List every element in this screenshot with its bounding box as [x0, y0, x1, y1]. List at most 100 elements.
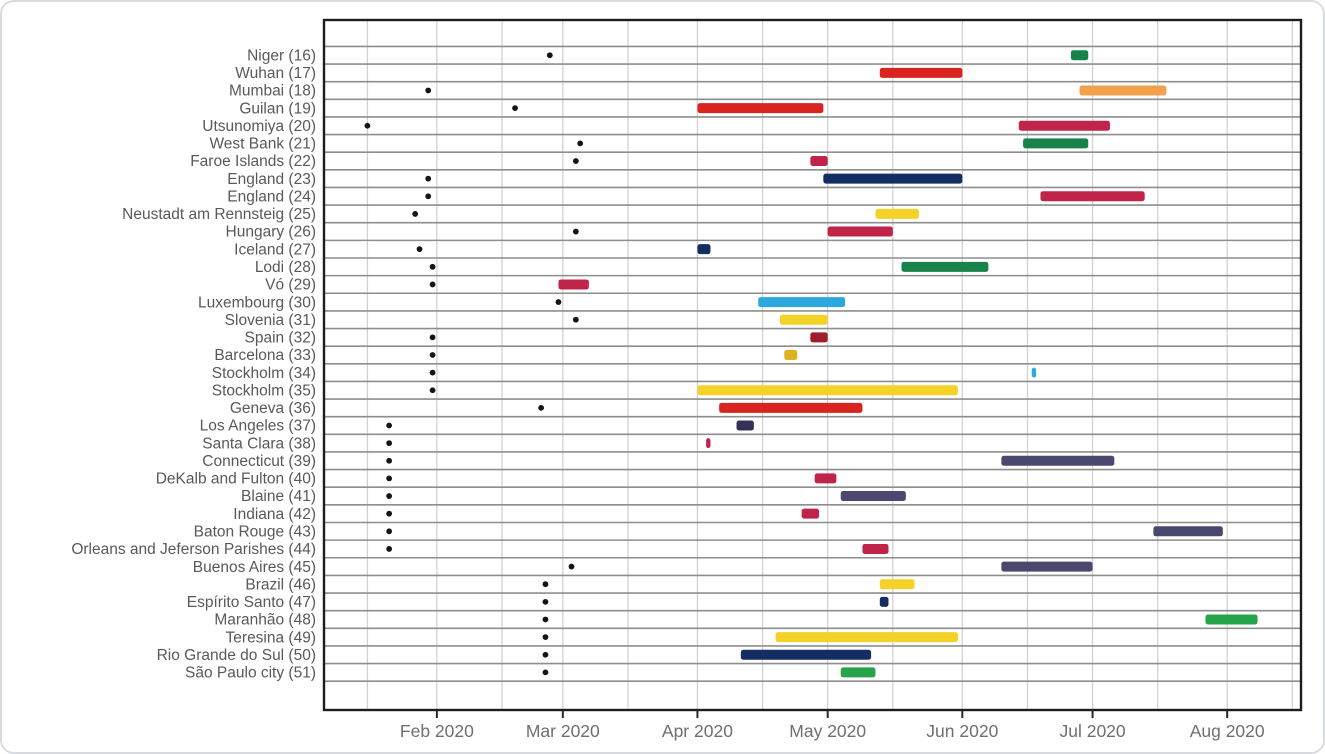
row-label: Espírito Santo (47): [187, 594, 316, 611]
first-case-dot: [577, 140, 584, 147]
first-case-dot: [386, 528, 393, 535]
row-label: Teresina (49): [226, 629, 316, 646]
timeline-row: Connecticut (39): [202, 453, 1115, 470]
study-period-bar: [1031, 367, 1037, 378]
timeline-row: England (23): [227, 171, 963, 188]
first-case-dot: [542, 616, 549, 623]
study-period-bar: [875, 208, 919, 219]
study-period-bar: [879, 67, 963, 78]
timeline-row: Buenos Aires (45): [193, 559, 1093, 576]
row-label: Rio Grande do Sul (50): [157, 647, 316, 664]
row-label: Vó (29): [265, 277, 316, 294]
first-case-dot: [425, 175, 432, 182]
first-case-dot: [425, 193, 432, 200]
study-period-bar: [736, 420, 754, 431]
study-period-bar: [1153, 526, 1223, 537]
timeline-row: Barcelona (33): [214, 347, 798, 364]
first-case-dot: [412, 211, 419, 217]
study-period-bar: [1040, 191, 1145, 202]
timeline-row: Indiana (42): [233, 506, 820, 523]
x-tick-label: Jun 2020: [926, 721, 998, 741]
study-period-bar: [740, 649, 872, 660]
row-label: Orleans and Jeferson Parishes (44): [71, 541, 316, 558]
timeline-row: Teresina (49): [226, 629, 958, 646]
first-case-dot: [555, 299, 562, 305]
row-label: Niger (16): [247, 47, 316, 64]
timeline-row: Maranhão (48): [214, 612, 1258, 629]
timeline-row: Santa Clara (38): [202, 435, 711, 452]
study-period-bar: [758, 297, 846, 308]
first-case-dot: [542, 598, 549, 605]
row-label: Geneva (36): [230, 400, 316, 417]
study-period-bar: [706, 438, 711, 449]
timeline-row: Geneva (36): [230, 400, 863, 417]
timeline-row: DeKalb and Fulton (40): [156, 471, 837, 488]
timeline-row: Baton Rouge (43): [194, 524, 1223, 541]
row-label: Mumbai (18): [229, 83, 316, 100]
timeline-row: Utsunomiya (20): [202, 118, 1110, 135]
timeline-row: Los Angeles (37): [200, 418, 754, 435]
row-label: Iceland (27): [234, 241, 316, 258]
row-label: Guilan (19): [239, 100, 316, 117]
study-period-bar: [901, 261, 989, 272]
row-label: Blaine (41): [241, 488, 316, 505]
first-case-dot: [386, 546, 393, 552]
row-label: Maranhão (48): [214, 612, 316, 629]
timeline-row: Blaine (41): [241, 488, 906, 505]
timeline-row: Neustadt am Rennsteig (25): [122, 206, 919, 223]
first-case-dot: [386, 457, 393, 464]
x-tick-label: Jul 2020: [1059, 721, 1125, 741]
study-period-bar: [879, 579, 915, 590]
first-case-dot: [568, 563, 575, 570]
row-label: DeKalb and Fulton (40): [156, 471, 316, 488]
row-label: Neustadt am Rennsteig (25): [122, 206, 316, 223]
first-case-dot: [572, 316, 579, 323]
timeline-row: Stockholm (35): [212, 382, 958, 399]
x-axis: Feb 2020 Mar 2020 Apr 2020 May 2020 Jun 2020…: [400, 710, 1265, 741]
timeline-row: Espírito Santo (47): [187, 594, 889, 611]
first-case-dot: [386, 475, 393, 482]
study-period-bar: [823, 173, 963, 184]
first-case-dot: [542, 651, 549, 658]
row-label: Slovenia (31): [225, 312, 316, 329]
study-period-bar: [697, 385, 958, 396]
row-label: Buenos Aires (45): [193, 559, 316, 576]
study-period-bar: [1001, 455, 1115, 466]
study-period-bar: [1070, 50, 1089, 61]
timeline-row: Rio Grande do Sul (50): [157, 647, 872, 664]
study-period-bar: [879, 596, 889, 607]
timeline-row: Slovenia (31): [225, 312, 828, 329]
first-case-dot: [546, 52, 553, 59]
first-case-dot: [429, 281, 436, 288]
row-label: Los Angeles (37): [200, 418, 316, 435]
first-case-dot: [429, 263, 436, 270]
study-period-bar: [840, 667, 876, 678]
first-case-dot: [512, 105, 518, 112]
study-period-bar: [775, 632, 958, 643]
first-case-dot: [429, 369, 436, 376]
plot-border: [322, 18, 1303, 712]
timeline-row: Hungary (26): [226, 224, 893, 241]
first-case-dot: [429, 387, 436, 394]
first-case-dot: [386, 440, 393, 447]
study-period-bar: [1023, 138, 1089, 149]
x-tick-label: Mar 2020: [526, 721, 600, 741]
first-case-dot: [386, 493, 393, 499]
first-case-dot: [429, 334, 436, 341]
timeline-row: Lodi (28): [255, 259, 989, 276]
first-case-dot: [572, 228, 579, 235]
timeline-row: Mumbai (18): [229, 83, 1167, 100]
horizontal-gridlines: [324, 45, 1301, 682]
timeline-row: Stockholm (34): [212, 365, 1037, 382]
timeline-row: São Paulo city (51): [185, 665, 876, 682]
timeline-row: Vó (29): [265, 277, 589, 294]
row-label: Connecticut (39): [202, 453, 316, 470]
row-label: Stockholm (34): [212, 365, 316, 382]
timeline-row: Iceland (27): [234, 241, 711, 258]
row-label: England (24): [227, 188, 316, 205]
timeline-row: West Bank (21): [209, 136, 1089, 153]
timeline-row: Luxembourg (30): [198, 294, 846, 311]
